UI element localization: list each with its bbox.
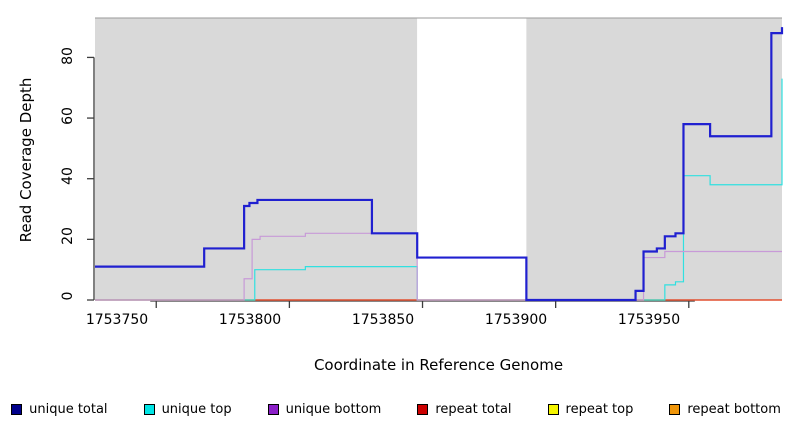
legend-label-unique-total: unique total <box>29 401 108 417</box>
panel-background <box>417 18 527 300</box>
y-tick-label-20: 20 <box>60 227 76 245</box>
legend-swatch-unique-bottom <box>267 403 279 415</box>
x-tick-label-1753800: 1753800 <box>218 312 282 328</box>
series-line-unique-top <box>95 78 783 301</box>
y-tick-label-0: 0 <box>60 291 76 301</box>
x-tick-label-1753850: 1753850 <box>351 312 415 328</box>
legend-swatch-repeat-total <box>417 403 429 415</box>
legend-swatch-repeat-top <box>547 403 559 415</box>
x-tick-label-1753900: 1753900 <box>484 312 548 328</box>
series-line-unique-total <box>95 27 784 302</box>
legend-item-unique-top: unique top <box>143 401 232 417</box>
legend-label-unique-top: unique top <box>161 401 232 417</box>
x-tick-label-1753950: 1753950 <box>617 312 681 328</box>
y-tick-label-60: 60 <box>60 107 76 125</box>
legend-swatch-repeat-bottom <box>669 403 681 415</box>
legend-label-repeat-bottom: repeat bottom <box>687 401 781 417</box>
y-tick-label-80: 80 <box>60 47 76 65</box>
legend-swatch-unique-total <box>11 403 23 415</box>
legend-label-repeat-top: repeat top <box>565 401 634 417</box>
legend-item-unique-total: unique total <box>11 401 108 417</box>
y-tick-label-40: 40 <box>60 167 76 185</box>
panel-background <box>95 18 418 300</box>
legend-item-repeat-bottom: repeat bottom <box>669 402 781 417</box>
y-axis-title: Read Coverage Depth <box>17 77 35 243</box>
legend-item-unique-bottom: unique bottom <box>267 401 382 417</box>
x-tick-label-1753750: 1753750 <box>85 312 149 328</box>
legend-swatch-unique-top <box>143 403 155 415</box>
legend-item-repeat-total: repeat total <box>417 401 512 417</box>
panel-background <box>526 18 782 300</box>
legend: unique total unique top unique bottom re… <box>0 398 792 420</box>
x-axis-title: Coordinate in Reference Genome <box>313 356 564 374</box>
legend-label-unique-bottom: unique bottom <box>285 401 382 417</box>
legend-item-repeat-top: repeat top <box>547 401 634 417</box>
legend-label-repeat-total: repeat total <box>435 401 512 417</box>
